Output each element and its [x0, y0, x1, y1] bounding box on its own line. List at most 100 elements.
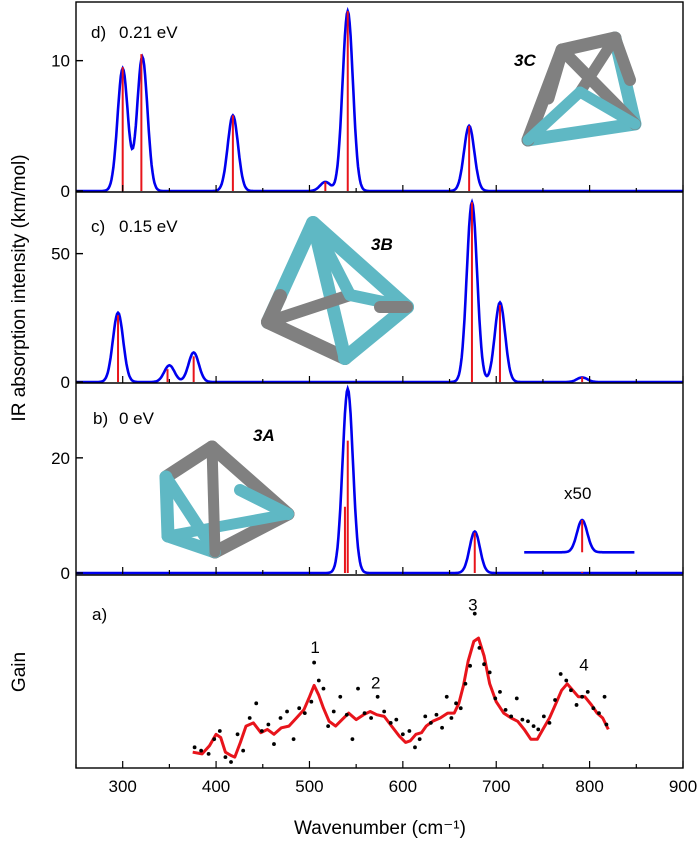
- gain-point-26: [344, 712, 349, 717]
- plot-frame: [75, 1, 684, 769]
- gain-point-38: [417, 737, 422, 742]
- gain-point-1: [199, 748, 204, 753]
- gain-point-4: [217, 729, 222, 733]
- gain-point-62: [541, 714, 546, 719]
- gain-point-35: [400, 732, 405, 737]
- gain-point-33: [388, 720, 393, 725]
- gain-point-2: [206, 751, 211, 756]
- gain-point-63: [547, 720, 552, 725]
- gain-point-59: [526, 719, 530, 724]
- isomer-label-3C: 3C: [514, 51, 536, 70]
- gain-point-12: [266, 722, 271, 727]
- gain-point-39: [423, 714, 428, 719]
- gain-point-73: [602, 694, 607, 699]
- gain-point-41: [434, 712, 439, 717]
- gain-point-57: [514, 696, 519, 701]
- xtick-label-400: 400: [202, 777, 230, 796]
- gain-point-7: [235, 732, 240, 737]
- gain-point-50: [477, 646, 482, 650]
- peak-label-3: 3: [468, 595, 477, 614]
- xtick-label-900: 900: [669, 777, 697, 796]
- peak-label-1: 1: [310, 638, 319, 657]
- gain-point-56: [509, 714, 514, 719]
- gain-point-14: [278, 716, 283, 720]
- ytick-label-c-0: 0: [61, 373, 70, 392]
- gain-point-11: [259, 729, 264, 733]
- panel-label-d: d): [91, 23, 106, 42]
- gain-point-6: [229, 760, 233, 764]
- gain-point-53: [493, 696, 498, 701]
- gain-point-68: [574, 703, 579, 707]
- gain-point-44: [449, 716, 454, 720]
- ytick-label-b-1: 20: [51, 449, 70, 468]
- peak-label-2: 2: [371, 674, 380, 693]
- gain-point-15: [285, 709, 289, 714]
- gain-point-0: [192, 745, 197, 750]
- gain-point-51: [482, 662, 486, 667]
- cluster-3A-structure: [159, 440, 295, 559]
- inset-band-x50: [524, 518, 635, 554]
- gain-point-58: [520, 717, 525, 722]
- gain-point-29: [362, 711, 367, 715]
- spectrum-envelope-d: [76, 6, 683, 193]
- gain-point-16: [291, 737, 296, 742]
- xtick-label-800: 800: [575, 777, 603, 796]
- gain-point-37: [413, 745, 417, 750]
- gain-point-65: [558, 672, 563, 676]
- gain-point-25: [338, 694, 343, 699]
- gain-point-28: [356, 686, 360, 691]
- gain-point-24: [331, 709, 336, 714]
- ytick-label-d-0: 0: [61, 182, 70, 201]
- gain-smoothed-line: [192, 636, 610, 759]
- gain-point-55: [503, 707, 508, 712]
- cluster-3C-structure: [521, 31, 642, 147]
- gain-point-74: [604, 722, 609, 727]
- gain-point-5: [223, 755, 228, 760]
- xtick-label-700: 700: [482, 777, 510, 796]
- gain-point-31: [375, 694, 380, 699]
- gain-point-52: [487, 670, 492, 675]
- xtick-label-300: 300: [109, 777, 137, 796]
- panel-label-a: a): [92, 605, 107, 624]
- gain-point-32: [382, 709, 387, 714]
- panel-c: [76, 198, 683, 384]
- gain-point-49: [472, 611, 477, 616]
- gain-point-18: [302, 711, 307, 715]
- gain-point-30: [369, 716, 373, 720]
- isomer-label-3B: 3B: [371, 235, 393, 254]
- gain-point-43: [444, 694, 449, 699]
- energy-label-c: 0.15 eV: [119, 217, 178, 236]
- gain-point-27: [350, 737, 355, 742]
- gain-point-45: [454, 701, 458, 706]
- gain-point-23: [326, 724, 331, 729]
- gain-point-19: [309, 699, 314, 704]
- ytick-label-b-0: 0: [61, 564, 70, 583]
- cluster-3B-structure: [261, 216, 414, 365]
- gain-point-54: [498, 690, 502, 694]
- gain-point-64: [553, 698, 557, 702]
- gain-point-70: [585, 690, 590, 694]
- gain-point-13: [272, 742, 276, 746]
- gain-point-10: [254, 701, 259, 706]
- gain-point-9: [247, 716, 252, 720]
- gain-point-36: [407, 729, 412, 733]
- y-axis-label-gain: Gain: [9, 652, 30, 692]
- ytick-label-d-1: 10: [51, 52, 70, 71]
- gain-point-46: [458, 706, 463, 711]
- panel-b: [76, 384, 683, 575]
- panel-label-c: c): [91, 217, 105, 236]
- x-axis-label: Wavenumber (cm⁻¹): [294, 818, 466, 839]
- gain-point-69: [580, 694, 585, 699]
- isomer-label-3A: 3A: [253, 426, 275, 445]
- xtick-label-600: 600: [389, 777, 417, 796]
- gain-point-8: [241, 748, 246, 753]
- gain-point-17: [297, 706, 302, 711]
- gain-point-3: [212, 737, 217, 742]
- gain-point-60: [531, 724, 536, 729]
- energy-label-d: 0.21 eV: [119, 23, 178, 42]
- energy-label-b: 0 eV: [119, 409, 155, 428]
- gain-point-72: [597, 711, 601, 715]
- panel-a: 1 2 3 4: [192, 595, 610, 764]
- gain-point-48: [468, 663, 472, 668]
